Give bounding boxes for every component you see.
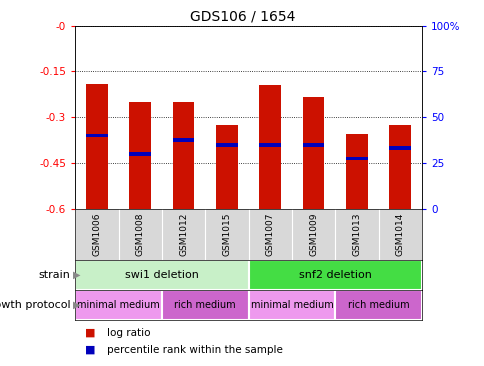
Bar <box>346 134 367 209</box>
Bar <box>129 102 151 209</box>
Bar <box>259 143 281 147</box>
Bar <box>172 138 194 142</box>
Text: minimal medium: minimal medium <box>250 300 333 310</box>
Text: growth protocol: growth protocol <box>0 300 70 310</box>
Text: GSM1006: GSM1006 <box>92 213 101 256</box>
Bar <box>248 290 334 320</box>
Bar <box>248 260 421 290</box>
Text: GSM1015: GSM1015 <box>222 213 231 256</box>
Text: snf2 deletion: snf2 deletion <box>298 270 371 280</box>
Text: strain: strain <box>38 270 70 280</box>
Bar <box>215 143 237 147</box>
Bar <box>389 125 410 209</box>
Bar <box>162 290 248 320</box>
Text: swi1 deletion: swi1 deletion <box>125 270 198 280</box>
Bar <box>215 125 237 209</box>
Bar <box>172 102 194 209</box>
Text: ▶: ▶ <box>73 300 80 310</box>
Text: GSM1008: GSM1008 <box>136 213 144 256</box>
Text: GSM1014: GSM1014 <box>395 213 404 256</box>
Bar <box>75 290 162 320</box>
Bar <box>346 157 367 160</box>
Text: log ratio: log ratio <box>106 328 150 338</box>
Bar <box>334 290 421 320</box>
Text: minimal medium: minimal medium <box>77 300 160 310</box>
Bar <box>302 97 324 209</box>
Bar <box>259 85 281 209</box>
Text: percentile rank within the sample: percentile rank within the sample <box>106 345 282 355</box>
Text: GSM1012: GSM1012 <box>179 213 188 256</box>
Text: GSM1009: GSM1009 <box>308 213 318 256</box>
Text: ■: ■ <box>85 328 95 338</box>
Text: rich medium: rich medium <box>174 300 236 310</box>
Text: ▶: ▶ <box>73 270 80 280</box>
Bar <box>75 260 248 290</box>
Bar <box>86 134 107 138</box>
Bar <box>302 143 324 147</box>
Text: GDS106 / 1654: GDS106 / 1654 <box>189 9 295 23</box>
Text: rich medium: rich medium <box>347 300 408 310</box>
Text: GSM1007: GSM1007 <box>265 213 274 256</box>
Text: ■: ■ <box>85 345 95 355</box>
Bar <box>129 152 151 156</box>
Bar <box>86 84 107 209</box>
Text: GSM1013: GSM1013 <box>352 213 361 256</box>
Bar <box>389 146 410 150</box>
